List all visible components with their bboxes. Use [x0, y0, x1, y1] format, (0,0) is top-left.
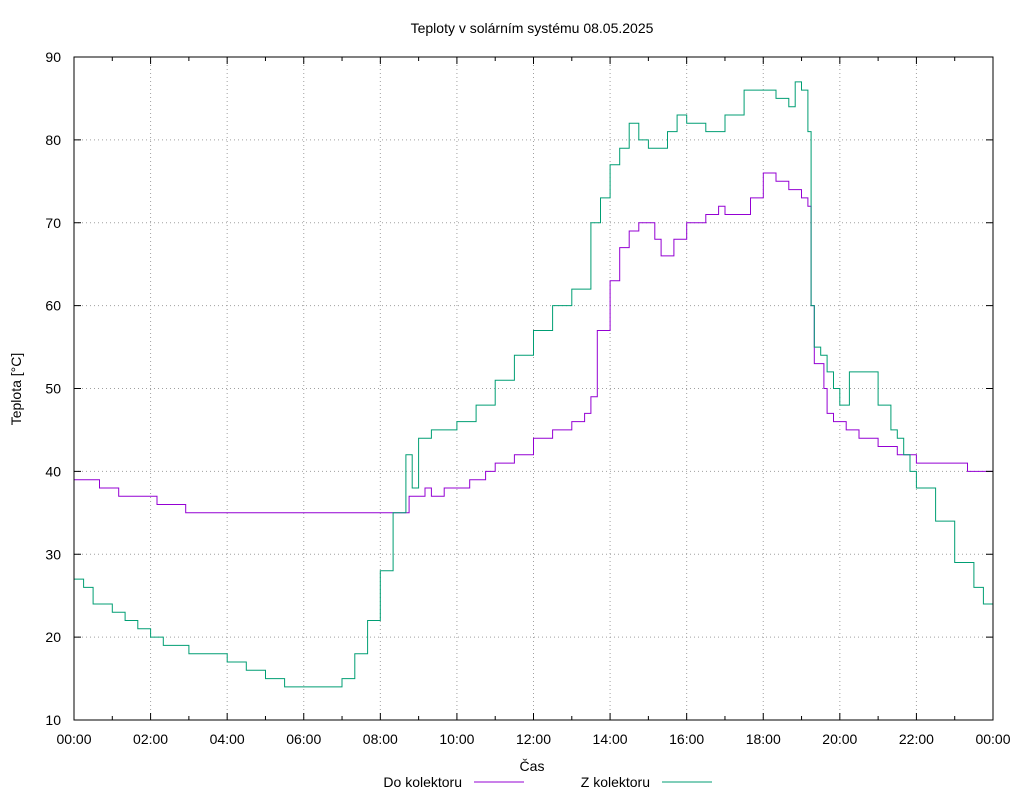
x-tick-label: 02:00 [133, 731, 168, 747]
y-tick-label: 80 [45, 132, 61, 148]
series-layer [74, 81, 994, 688]
x-tick-label: 16:00 [669, 731, 704, 747]
legend: Do kolektoru Z kolektoru [383, 774, 712, 790]
x-tick-label: 08:00 [363, 731, 398, 747]
x-tick-label: 04:00 [210, 731, 245, 747]
x-tick-label: 00:00 [56, 731, 91, 747]
legend-label-1: Do kolektoru [383, 774, 462, 790]
y-tick-label: 20 [45, 629, 61, 645]
tick-labels: 00:00 02:00 04:00 06:00 08:00 10:00 12:00 14:00… [45, 49, 1010, 747]
y-tick-label: 50 [45, 381, 61, 397]
chart-title: Teploty v solárním systému 08.05.2025 [411, 20, 654, 36]
y-tick-label: 90 [45, 49, 61, 65]
series-line-1 [74, 172, 993, 514]
plot-frame [73, 56, 994, 721]
y-tick-label: 60 [45, 298, 61, 314]
y-tick-label: 70 [45, 215, 61, 231]
x-tick-label: 18:00 [746, 731, 781, 747]
x-tick-label: 12:00 [516, 731, 551, 747]
y-tick-label: 30 [45, 546, 61, 562]
y-tick-label: 40 [45, 463, 61, 479]
grid [74, 57, 993, 720]
x-tick-label: 22:00 [899, 731, 934, 747]
x-tick-label: 14:00 [593, 731, 628, 747]
axis-ticks [73, 56, 994, 721]
x-tick-label: 00:00 [975, 731, 1010, 747]
y-axis-label: Teplota [°C] [8, 353, 24, 426]
y-tick-label: 10 [45, 712, 61, 728]
x-axis-label: Čas [520, 758, 545, 774]
legend-label-2: Z kolektoru [581, 774, 650, 790]
series-line-2 [74, 81, 994, 688]
x-tick-label: 06:00 [286, 731, 321, 747]
x-tick-label: 20:00 [822, 731, 857, 747]
x-tick-label: 10:00 [439, 731, 474, 747]
